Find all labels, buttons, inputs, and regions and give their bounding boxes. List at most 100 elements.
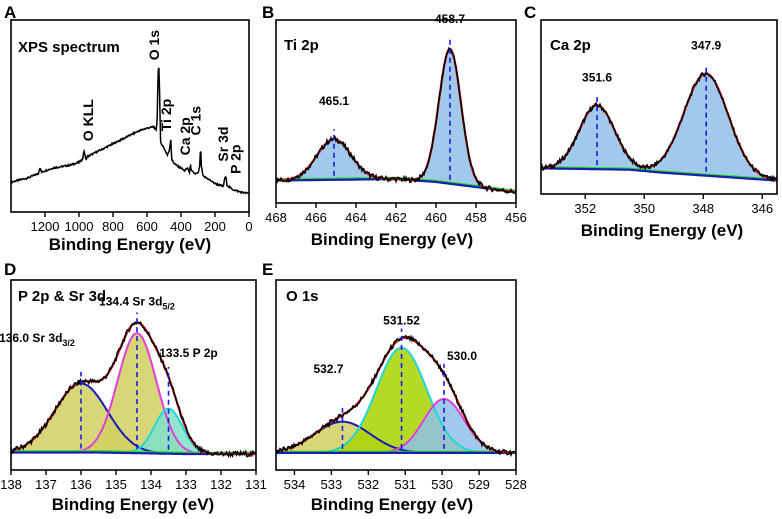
baseline-line [275,176,517,192]
annotation-label: C 1s [188,106,204,136]
annotation-label: Ti 2p [158,99,174,131]
peak-component-fill [11,383,256,454]
raw-data-line [275,334,517,458]
peak-component-fill [276,48,516,193]
plot-area-a [10,67,250,195]
x-ticks-a: 1200 1000 800 600 400 200 0 [31,212,253,234]
background-line [541,167,778,182]
x-tick-label: 350 [633,201,655,216]
annotation-label: O 1s [146,30,162,61]
plot-area-d [10,312,257,459]
series-line-survey [10,67,250,195]
x-tick-label: 464 [345,210,367,225]
chart-title-b: Ti 2p [284,37,319,54]
axes-frame-e [275,279,517,471]
x-ticks-e: 534 533 532 531 530 529 528 [284,470,527,492]
plot-area-c: 351.6 347.9 [540,39,778,183]
plot-area-b: 465.1 458.7 [275,12,517,195]
x-ticks-d: 138 137 136 135 134 133 132 131 [0,470,267,492]
x-tick-label: 600 [136,219,158,234]
panel-a: A XPS spectrum 1200 1000 800 600 400 200 0 Bin… [4,3,253,254]
x-tick-label: 132 [210,477,232,492]
peak-component-fill [11,333,256,454]
peak-component-fill [541,105,777,181]
chart-title-c: Ca 2p [550,37,591,54]
x-ticks-b: 468 466 464 462 460 458 456 [265,203,527,225]
x-tick-label: 200 [204,219,226,234]
axes-frame-c [540,19,778,195]
x-tick-label: 529 [468,477,490,492]
peak-label: 351.6 [582,70,612,84]
peak-label: 530.0 [447,349,477,363]
x-tick-label: 1200 [31,219,60,234]
chart-title-e: O 1s [286,288,319,305]
x-tick-label: 135 [105,477,127,492]
x-tick-label: 528 [505,477,527,492]
x-tick-label: 530 [431,477,453,492]
x-tick-label: 458 [465,210,487,225]
x-tick-label: 462 [385,210,407,225]
raw-data-line [10,320,257,459]
plot-area-e: 532.7 531.52 530.0 [275,314,517,458]
x-axis-label-b: Binding Energy (eV) [311,230,473,249]
x-tick-label: 531 [394,477,416,492]
x-tick-label: 534 [284,477,306,492]
axes-frame-a [10,19,250,213]
panel-label-b: B [262,3,274,22]
panel-d: D P 2p & Sr 3d 138 137 136 135 134 133 132 131 … [0,260,267,514]
peak-label: 133.5 P 2p [159,346,218,360]
peak-label-subscript: 3/2 [62,338,75,348]
annotation-label: Ca 2p [177,117,193,155]
x-tick-label: 348 [692,201,714,216]
x-tick-label: 0 [245,219,252,234]
x-tick-label: 468 [265,210,287,225]
raw-data-line [275,46,517,195]
panel-label-a: A [4,3,16,22]
panel-b: B 465.1 458.7 Ti 2p 468 466 464 462 460 458 456… [262,3,527,249]
peak-label: 134.4 Sr 3d5/2 [99,294,175,311]
panel-label-e: E [262,260,273,279]
peak-component-fill [541,73,777,181]
axes-frame-d [10,279,257,471]
x-tick-label: 137 [35,477,57,492]
x-tick-label: 1000 [65,219,94,234]
x-tick-label: 533 [321,477,343,492]
peak-label-subscript: 5/2 [162,301,175,311]
peak-label: 347.9 [691,39,721,53]
chart-title-a: XPS spectrum [18,39,120,56]
peak-label: 465.1 [319,94,349,108]
peak-label: 458.7 [435,12,465,26]
panel-label-c: C [524,3,536,22]
panel-c: C 351.6 347.9 Ca 2p 352 350 348 346 Binding … [524,3,778,240]
annotation-label: O KLL [80,99,96,141]
raw-data-line [540,72,778,183]
x-tick-label: 400 [170,219,192,234]
x-tick-label: 352 [574,201,596,216]
annotation-label: Sr 3d [215,127,231,162]
peak-component-fill [276,398,516,453]
panel-label-d: D [4,260,16,279]
annotation-label: P 2p [227,145,243,174]
x-tick-label: 800 [102,219,124,234]
x-tick-label: 532 [357,477,379,492]
peak-component-fill [276,421,516,453]
chart-title-d: P 2p & Sr 3d [18,288,106,305]
x-axis-label-e: Binding Energy (eV) [311,495,473,514]
peak-component-fill [276,347,516,453]
peak-label: 136.0 Sr 3d3/2 [0,331,75,348]
peak-label: 531.52 [383,314,420,328]
x-axis-label-c: Binding Energy (eV) [581,221,743,240]
x-tick-label: 136 [70,477,92,492]
x-tick-label: 133 [175,477,197,492]
x-tick-label: 131 [245,477,267,492]
x-axis-label-d: Binding Energy (eV) [52,495,214,514]
x-tick-label: 456 [505,210,527,225]
x-axis-label-a: Binding Energy (eV) [49,235,211,254]
baseline-line [541,166,778,180]
x-tick-label: 346 [751,201,773,216]
x-tick-label: 460 [425,210,447,225]
peak-label: 532.7 [313,362,343,376]
